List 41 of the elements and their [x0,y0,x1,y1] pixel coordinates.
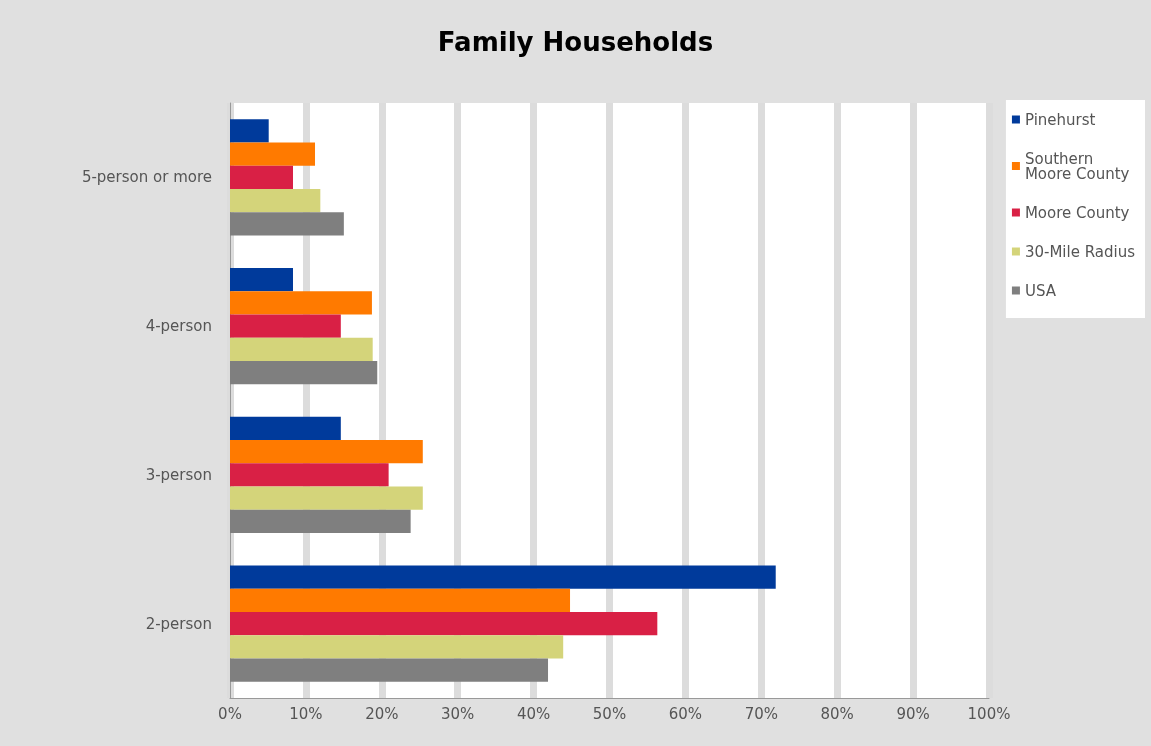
y-tick-label: 4-person [145,317,212,336]
chart-title: Family Households [437,27,714,57]
bar [230,188,321,213]
bar [230,416,341,441]
legend-label: USA [1024,281,1057,300]
y-tick-label: 5-person or more [81,168,212,187]
x-tick-label: 100% [967,704,1011,723]
legend-label: 30-Mile Radius [1024,242,1136,261]
bar [230,291,372,315]
x-tick-label: 0% [218,704,242,723]
x-tick-label: 40% [516,704,551,723]
x-tick-label: 30% [441,704,475,723]
bar [230,463,389,487]
y-tick-label: 2-person [145,614,212,633]
bar [230,314,341,338]
bar [230,509,411,533]
bar [230,142,316,166]
bar [230,612,658,636]
legend-label: Southern Moore County [1024,149,1130,183]
bar [230,588,571,613]
bar [230,440,423,464]
bar [230,486,423,510]
x-tick-label: 90% [896,704,930,723]
bar [230,360,378,385]
bar [230,337,373,361]
x-tick-label: 60% [668,704,703,723]
bar [230,119,269,143]
bar [230,635,564,659]
x-tick-label: 80% [820,704,854,723]
x-tick-label: 20% [365,704,399,723]
bar [230,658,549,682]
y-tick-label: 3-person [145,465,212,484]
legend-label: Pinehurst [1024,110,1096,129]
x-tick-label: 50% [592,704,627,723]
x-tick-label: 10% [289,704,323,723]
bar [230,268,293,292]
bar [230,165,293,189]
bar [230,212,344,236]
bar [230,565,776,589]
x-tick-label: 70% [744,704,778,723]
legend-label: Moore County [1024,203,1130,222]
